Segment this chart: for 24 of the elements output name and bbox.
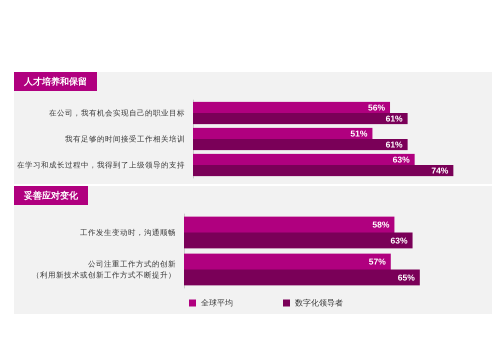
legend-label: 数字化领导者 <box>295 298 343 308</box>
bar <box>193 154 415 165</box>
data-label: 51% <box>350 128 368 138</box>
data-label: 61% <box>386 114 404 124</box>
data-label: 63% <box>390 235 408 246</box>
bar <box>184 232 413 248</box>
bar <box>193 102 390 113</box>
data-label: 63% <box>392 154 410 164</box>
legend-label: 全球平均 <box>201 298 233 308</box>
bar <box>193 165 454 176</box>
data-label: 56% <box>368 102 386 112</box>
bar <box>184 254 391 270</box>
data-label: 57% <box>368 256 386 267</box>
data-label: 65% <box>398 272 416 282</box>
bar <box>193 128 372 139</box>
data-label: 61% <box>386 140 404 150</box>
bar <box>184 270 420 286</box>
data-label: 58% <box>372 220 390 230</box>
text: 妥善应对变化 <box>23 190 79 200</box>
bar <box>184 216 394 232</box>
data-label: 74% <box>431 166 449 176</box>
text: 人才培养和保留 <box>23 76 87 86</box>
bar <box>193 139 408 150</box>
bar <box>193 113 408 124</box>
